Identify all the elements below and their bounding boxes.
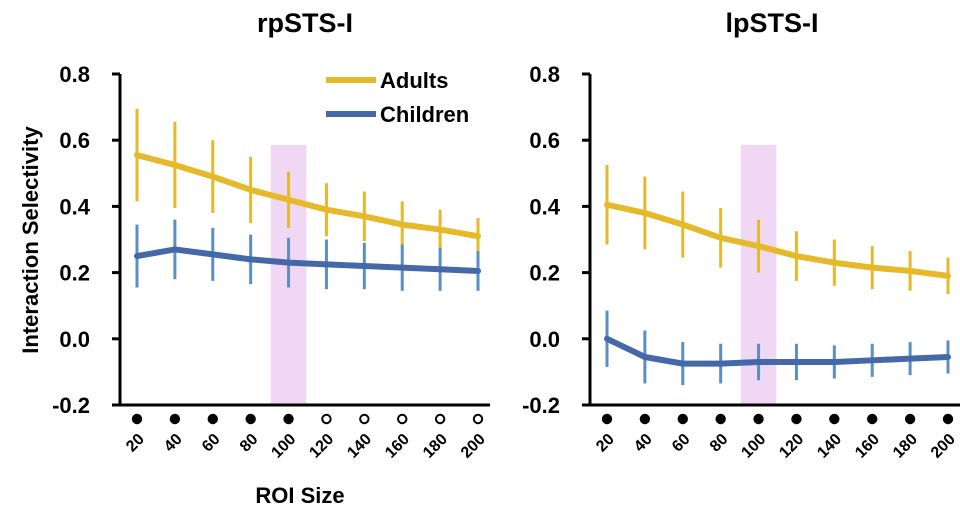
x-tick-label: 120 [776, 431, 807, 462]
x-tick-label: 60 [199, 431, 224, 456]
x-tick-label: 80 [237, 431, 262, 456]
panel-title: lpSTS-I [726, 8, 819, 38]
y-tick-label: 0.2 [529, 261, 560, 286]
x-tick-label: 180 [420, 431, 451, 462]
significance-dot-open [397, 413, 408, 425]
y-tick-label: 0.6 [529, 128, 560, 153]
x-tick-label: 160 [382, 431, 413, 462]
y-tick-label: 0.8 [529, 62, 560, 87]
series-line-adults [134, 152, 481, 240]
significance-dot-filled [791, 413, 802, 425]
y-tick-label: 0.4 [59, 194, 90, 219]
significance-dot-filled [753, 413, 764, 425]
legend-label-children: Children [380, 102, 469, 127]
significance-dot-open [321, 413, 332, 425]
x-tick-label: 100 [738, 431, 769, 462]
x-tick-label: 200 [458, 431, 489, 462]
significance-dot-filled [601, 413, 613, 425]
significance-dot-filled [283, 413, 294, 425]
y-tick-label: 0.2 [59, 261, 90, 286]
significance-dot-open [472, 413, 484, 425]
significance-dot-filled [677, 413, 688, 425]
x-tick-label: 40 [161, 431, 186, 456]
panel-title: rpSTS-I [257, 8, 353, 38]
significance-dot-filled [904, 413, 916, 425]
x-tick-label: 140 [344, 431, 375, 462]
panel-rpsts: rpSTS-I -0.2 0.0 0.2 0.4 0.6 0.8 20 40 60 80 100 12… [52, 8, 490, 462]
x-tick-label: 120 [306, 431, 337, 462]
significance-dot-open [359, 413, 370, 425]
significance-dot-filled [829, 413, 840, 425]
y-tick-label: 0.0 [529, 327, 560, 352]
series-line-children [604, 335, 951, 367]
x-tick-label: 60 [669, 431, 694, 456]
series-line-children [134, 246, 481, 274]
y-tick-label: 0.0 [59, 327, 90, 352]
significance-dot-filled [207, 413, 218, 425]
significance-dot-filled [169, 413, 181, 425]
x-tick-label: 160 [852, 431, 883, 462]
significance-dot-open [434, 413, 446, 425]
x-axis-label: ROI Size [255, 483, 344, 508]
significance-dot-filled [942, 413, 954, 425]
x-tick-label: 200 [928, 431, 959, 462]
legend-label-adults: Adults [380, 68, 448, 93]
significance-dot-filled [867, 413, 878, 425]
y-tick-label: -0.2 [522, 393, 560, 418]
y-tick-label: 0.6 [59, 128, 90, 153]
y-tick-label: 0.8 [59, 62, 90, 87]
series-line-adults [604, 201, 951, 279]
x-tick-label: 80 [707, 431, 732, 456]
significance-dot-filled [639, 413, 651, 425]
x-tick-label: 180 [890, 431, 921, 462]
significance-dot-filled [715, 413, 726, 425]
x-tick-label: 140 [814, 431, 845, 462]
significance-dot-filled [245, 413, 256, 425]
y-axis-label: Interaction Selectivity [18, 126, 43, 354]
y-tick-label: 0.4 [529, 194, 560, 219]
y-tick-label: -0.2 [52, 393, 90, 418]
x-tick-label: 100 [268, 431, 299, 462]
panel-lpsts: lpSTS-I -0.2 0.0 0.2 0.4 0.6 0.8 20 40 60 80 100 12… [522, 8, 960, 462]
x-tick-label: 20 [123, 431, 148, 456]
x-tick-label: 40 [631, 431, 656, 456]
x-tick-label: 20 [593, 431, 618, 456]
significance-dot-filled [131, 413, 143, 425]
